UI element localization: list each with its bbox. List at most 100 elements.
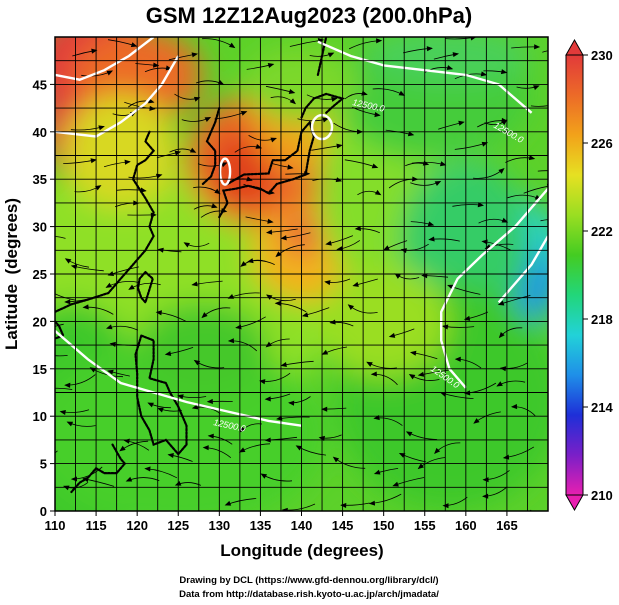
- streamline-arrow: [368, 500, 376, 506]
- x-tick-label: 145: [332, 518, 354, 533]
- streamline-arrow: [388, 332, 396, 338]
- streamline-arrow: [90, 158, 97, 164]
- streamline-arrow: [374, 112, 381, 118]
- streamline-arrow: [534, 44, 541, 50]
- streamline-arrow: [201, 312, 208, 319]
- streamline-arrow: [82, 477, 89, 483]
- streamline-arrow: [140, 187, 147, 193]
- y-tick-label: 25: [33, 267, 47, 282]
- streamline-arrow: [295, 445, 303, 451]
- streamline-arrow: [408, 373, 416, 380]
- y-tick-label: 45: [33, 77, 47, 92]
- colorbar-tick-label: 210: [591, 488, 613, 503]
- streamline-arrow: [240, 261, 247, 267]
- streamline-arrow: [327, 52, 335, 58]
- streamline-arrow: [255, 144, 263, 149]
- streamline-arrow: [280, 235, 287, 241]
- streamline-arrow: [144, 466, 151, 472]
- streamline-arrow: [322, 117, 329, 123]
- streamline-arrow: [153, 62, 160, 68]
- streamline-arrow: [304, 171, 311, 177]
- streamline-arrow: [155, 310, 162, 316]
- streamline-arrow: [193, 96, 201, 102]
- streamline-arrow: [405, 431, 413, 437]
- streamline-arrow: [354, 225, 361, 231]
- streamline-arrow: [331, 96, 338, 102]
- x-tick-label: 110: [45, 518, 66, 533]
- streamline-arrow: [434, 447, 441, 455]
- streamline-arrow: [227, 338, 235, 344]
- streamline-arrow: [373, 415, 380, 421]
- x-tick-label: 150: [373, 518, 395, 533]
- streamline-arrow: [239, 426, 246, 433]
- streamline-arrow: [260, 473, 268, 479]
- streamline-arrow: [498, 332, 505, 339]
- colorbar-max-arrow: [565, 38, 584, 56]
- streamline-arrow: [42, 234, 47, 238]
- grid-lines: [55, 37, 548, 511]
- colorbar-tick-label: 226: [591, 136, 613, 151]
- streamline-arrow: [270, 137, 277, 143]
- streamline: [530, 105, 548, 107]
- y-tick-label: 20: [33, 314, 47, 329]
- plot-area: [42, 37, 568, 511]
- colorbar-tick-label: 230: [591, 48, 613, 63]
- streamline-arrow: [64, 382, 71, 388]
- streamline: [55, 355, 68, 357]
- streamline-arrow: [280, 362, 287, 368]
- y-tick-label: 10: [33, 409, 47, 424]
- streamline-arrow: [383, 245, 390, 251]
- streamline-arrow: [238, 447, 246, 453]
- streamline-arrow: [157, 407, 164, 413]
- streamline: [55, 293, 76, 301]
- streamline-arrow: [177, 394, 184, 400]
- streamline-arrow: [289, 98, 296, 105]
- streamline-arrow: [228, 42, 236, 49]
- streamline-arrow: [373, 469, 381, 475]
- coastline: [70, 443, 127, 494]
- streamline-arrow: [366, 361, 373, 367]
- field-patch: [63, 93, 179, 208]
- streamline-arrow: [446, 65, 454, 70]
- streamline-arrow: [164, 351, 172, 357]
- streamline-arrow: [480, 71, 488, 77]
- streamline: [55, 235, 66, 239]
- streamline-arrow: [473, 418, 480, 424]
- x-tick-label: 125: [167, 518, 189, 533]
- y-tick-label: 40: [33, 125, 47, 140]
- streamline-arrow: [128, 284, 135, 290]
- temperature-field: [55, 37, 548, 511]
- streamline-arrow: [167, 452, 174, 459]
- streamline-arrow: [206, 398, 213, 404]
- streamline-arrow: [417, 371, 425, 377]
- streamline-arrow: [374, 189, 382, 196]
- streamline-arrow: [563, 48, 568, 52]
- streamline-arrow: [321, 406, 328, 412]
- streamline-arrow: [124, 159, 131, 165]
- field-patch: [137, 302, 269, 398]
- streamline-arrow: [477, 202, 485, 208]
- y-axis-label: Latitude (degrees): [2, 198, 21, 350]
- streamline-arrow: [274, 300, 281, 306]
- streamline-arrow: [398, 90, 406, 96]
- y-tick-label: 30: [33, 220, 47, 235]
- streamline-arrow: [204, 117, 212, 123]
- streamline-arrow: [98, 125, 105, 131]
- streamline-arrow: [183, 242, 190, 248]
- streamline-arrow: [340, 502, 347, 509]
- x-tick-label: 130: [208, 518, 230, 533]
- streamline: [540, 219, 548, 222]
- streamline-arrow: [264, 396, 271, 402]
- streamline-arrow: [502, 454, 510, 460]
- streamline-arrow: [321, 349, 329, 355]
- streamline-arrow: [533, 85, 540, 91]
- y-tick-label: 15: [33, 362, 47, 377]
- streamline-arrow: [267, 218, 274, 224]
- contour-line: [55, 55, 180, 138]
- streamline-arrow: [105, 282, 113, 288]
- streamline-arrow: [332, 456, 340, 463]
- streamline-arrow: [324, 280, 331, 286]
- streamline-arrow: [352, 281, 359, 287]
- streamline-arrow: [202, 445, 209, 451]
